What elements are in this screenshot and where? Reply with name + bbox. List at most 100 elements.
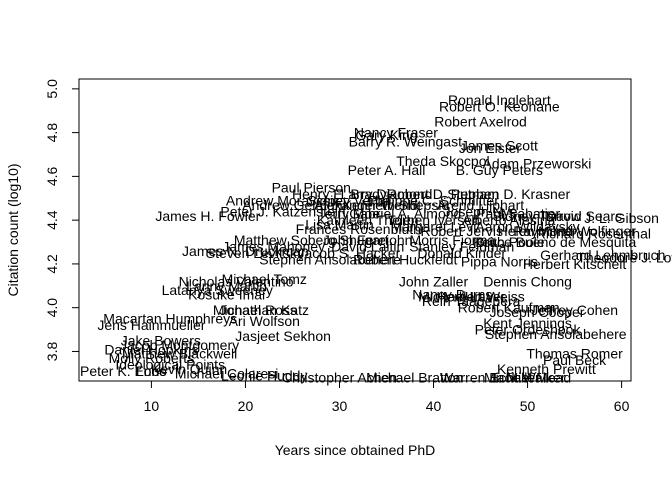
y-tick-label: 4.2 xyxy=(44,254,60,274)
point-label: Morris Fiorina xyxy=(410,232,496,248)
point-label: Peter Ordeshook xyxy=(475,322,582,338)
point-label: Paul Pierson xyxy=(272,179,351,195)
point-label: Peter A. Hall xyxy=(348,162,426,178)
point-label: Michael Tomz xyxy=(222,271,307,287)
point-label: Christopher Achen xyxy=(282,370,397,386)
point-label: Matthew Soberg Shugart xyxy=(234,232,389,248)
point-label: Andrew Moravcsik xyxy=(226,192,341,208)
point-label: Stephen D. Krasner xyxy=(447,186,570,202)
point-label: Peter K. Enns xyxy=(80,363,166,379)
point-label: Kathleen Thelen xyxy=(317,212,419,228)
point-label: Margaret Levi xyxy=(391,219,477,235)
point-label: Adam Przeworski xyxy=(483,155,592,171)
point-label: John Zaller xyxy=(399,273,469,289)
point-label: Andrew Gelman xyxy=(242,197,342,213)
point-label: Steven Levitsky xyxy=(206,245,304,261)
x-tick-label: 40 xyxy=(426,398,442,414)
point-label: David Laitin xyxy=(331,238,404,254)
point-label: Nancy Fraser xyxy=(354,125,438,141)
y-tick-label: 4.6 xyxy=(44,166,60,186)
point-label: Jens Hainmueller xyxy=(97,317,205,333)
point-label: Daniel Hopkins xyxy=(104,341,198,357)
point-label: Richard Rosenthal xyxy=(536,225,651,241)
point-label: Paul Sabatier xyxy=(476,206,560,222)
point-label: B. Guy Peters xyxy=(456,162,543,178)
point-label: Matthew Blackwell xyxy=(122,346,237,362)
y-tick-label: 4.8 xyxy=(44,123,60,143)
point-label: Michael Bratton xyxy=(366,370,463,386)
point-label: Lisa Martin xyxy=(305,217,373,233)
point-label: Jacob S. Hacker xyxy=(298,245,401,261)
point-label: Keith Poole xyxy=(473,234,545,250)
point-label: Donald Kinder xyxy=(417,245,506,261)
point-label: Robert Jervis xyxy=(420,223,502,239)
point-label: Aaron Wildavsky xyxy=(475,219,579,235)
point-label: Stephen Ansolabehere xyxy=(259,252,401,268)
point-label: Philippe C. Schmitter xyxy=(368,192,499,208)
point-label: Leonie Huddy xyxy=(221,368,307,384)
point-label: Kenneth Prewitt xyxy=(497,361,596,377)
point-label: Warren E. Miller xyxy=(440,370,540,386)
point-label: Michael Colaresi xyxy=(175,365,278,381)
point-label: Jack Walker xyxy=(490,370,566,386)
point-label: James H. Fowler xyxy=(155,208,260,224)
point-label: Raymond Wolfinger xyxy=(513,223,636,239)
point-label: Macartan Humphreys xyxy=(103,311,237,327)
point-label: Kent Jennings xyxy=(483,315,572,331)
point-label: Molly Roberts xyxy=(109,350,195,366)
point-label: Dennis Chong xyxy=(483,273,572,289)
point-label: Kevin Quinn xyxy=(151,361,227,377)
point-label: Gabriel A. Almond xyxy=(349,206,461,222)
point-label: James N. Druckman xyxy=(182,243,309,259)
point-label: Theodore J. Lowi xyxy=(577,249,672,265)
point-label: Gerhard Lehmbruch xyxy=(540,247,665,263)
point-label: Sidney Tarrow xyxy=(493,208,582,224)
point-label: Paul Beck xyxy=(543,352,607,368)
y-tick-label: 4.4 xyxy=(44,210,60,230)
point-label: Thomas Romer xyxy=(526,346,623,362)
y-axis: 3.8 4.0 4.2 4.4 4.6 4.8 5.0 xyxy=(44,79,80,361)
y-axis-title: Citation count (log10) xyxy=(5,163,21,296)
x-tick-label: 50 xyxy=(520,398,536,414)
point-label: Jake Bowers xyxy=(121,333,201,349)
point-label: Pippa Norris xyxy=(461,254,538,270)
point-label: Torben Iversen xyxy=(387,212,480,228)
x-axis-title: Years since obtained PhD xyxy=(275,442,436,458)
point-label: Herbert Kitschelt xyxy=(523,256,627,272)
point-label: Herbert Weiss xyxy=(436,289,524,305)
point-label: Gary King xyxy=(355,127,417,143)
point-label: Nancy Burns xyxy=(412,287,492,303)
point-label: Kosuke Imai xyxy=(188,287,265,303)
point-label: Rein Taagepera xyxy=(422,293,521,309)
point-label: Arend Lijphart xyxy=(437,197,524,213)
point-label: Ari Wolfson xyxy=(229,313,300,329)
point-label: Theda Skocpol xyxy=(396,153,489,169)
point-label: James Mahoney xyxy=(222,238,325,254)
point-label: Lanny Martin xyxy=(186,278,267,294)
point-label: Barry R. Weingast xyxy=(349,133,462,149)
point-label: Stanley Feldman xyxy=(409,238,514,254)
y-tick-label: 4.0 xyxy=(44,298,60,318)
point-label: Robert Axelrod xyxy=(434,114,527,130)
point-label: Ideological Points xyxy=(115,357,225,373)
point-label: Robert O. Keohane xyxy=(439,98,560,114)
point-label: Jon Elster xyxy=(459,140,522,156)
point-label: Joseph Nye xyxy=(444,203,518,219)
point-label: Kenneth Shepsle xyxy=(343,197,450,213)
point-label: Robert D. Putnam xyxy=(387,186,499,202)
point-label: Jasjeet Sekhon xyxy=(235,328,331,344)
point-label: Helen Milner xyxy=(498,223,577,239)
point-label: Alberto Alesina xyxy=(462,212,556,228)
point-label: Peter J. Katzenstein xyxy=(220,203,345,219)
point-label: Bruce Bueno de Mesquita xyxy=(475,234,636,250)
x-tick-label: 20 xyxy=(238,398,254,414)
x-tick-label: 10 xyxy=(144,398,160,414)
point-label: Joseph Cooper xyxy=(489,304,584,320)
x-axis: 10 20 30 40 50 60 xyxy=(144,380,630,414)
point-label: Nicholas Valentino xyxy=(179,273,294,289)
point-label: Jeffrey Cohen xyxy=(531,302,618,318)
point-label: Frances Rosenbluth xyxy=(296,221,421,237)
point-label: John Ferejohn xyxy=(323,232,413,248)
